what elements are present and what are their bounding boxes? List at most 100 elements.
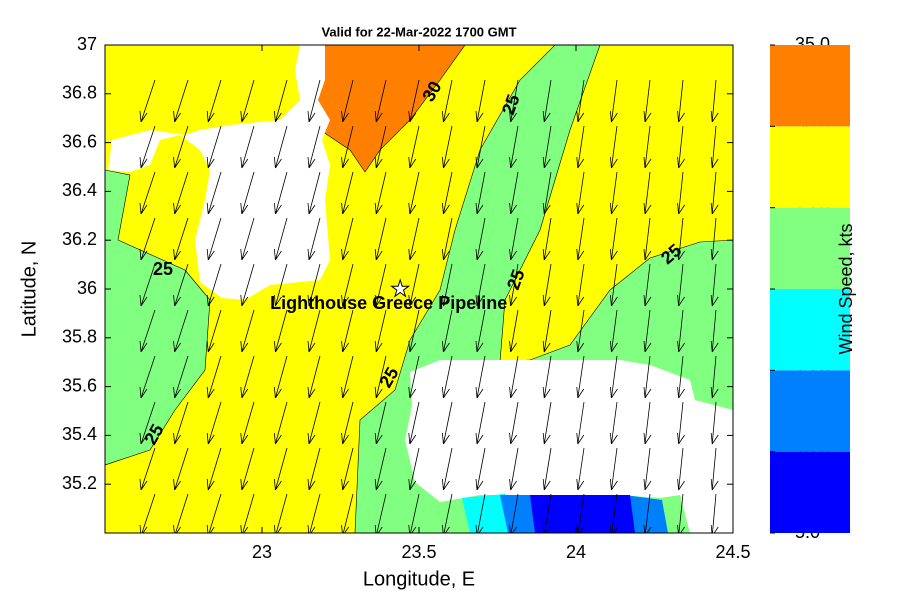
x-axis-label: Longitude, E bbox=[363, 568, 475, 590]
wind-arrow bbox=[677, 493, 685, 533]
wind-arrow bbox=[644, 540, 651, 582]
wind-arrow bbox=[710, 401, 719, 445]
wind-arrow bbox=[274, 309, 288, 353]
site-marker bbox=[390, 278, 411, 298]
wind-arrow bbox=[677, 355, 685, 399]
wind-arrow bbox=[341, 263, 354, 307]
wind-arrow bbox=[173, 79, 189, 123]
wind-arrow bbox=[240, 401, 255, 445]
wind-arrow bbox=[240, 355, 255, 399]
wind-arrow bbox=[610, 493, 618, 533]
wind-arrow bbox=[442, 355, 453, 399]
wind-arrow bbox=[509, 171, 519, 215]
wind-arrow bbox=[341, 309, 354, 353]
wind-arrow bbox=[206, 309, 222, 353]
wind-arrow bbox=[610, 447, 618, 491]
wind-arrow bbox=[542, 355, 552, 399]
wind-arrow bbox=[408, 125, 420, 169]
wind-arrow bbox=[476, 540, 485, 582]
wind-arrow bbox=[442, 171, 453, 215]
colorbar-bin bbox=[770, 207, 850, 289]
wind-arrow bbox=[139, 171, 156, 215]
wind-arrow bbox=[240, 217, 255, 261]
wind-arrow bbox=[240, 263, 255, 307]
region-cyan bbox=[462, 494, 512, 533]
wind-arrow bbox=[307, 125, 321, 169]
y-tick-label: 36.6 bbox=[62, 131, 97, 151]
wind-arrow bbox=[408, 401, 420, 445]
wind-arrow bbox=[139, 217, 156, 261]
wind-arrow bbox=[542, 125, 552, 169]
x-tick-label: 23.5 bbox=[401, 542, 436, 562]
wind-arrow bbox=[139, 401, 156, 445]
wind-arrow bbox=[374, 171, 387, 215]
y-tick-label: 35.4 bbox=[62, 424, 97, 444]
wind-arrow bbox=[710, 493, 719, 533]
x-tick-label: 24.5 bbox=[715, 542, 750, 562]
wind-arrow bbox=[342, 540, 353, 582]
wind-arrow bbox=[745, 172, 752, 214]
wind-arrow bbox=[274, 171, 288, 215]
wind-arrow bbox=[542, 447, 552, 491]
wind-arrow bbox=[610, 540, 617, 582]
wind-arrow bbox=[442, 309, 453, 353]
wind-arrow bbox=[442, 79, 453, 123]
wind-arrow bbox=[643, 79, 652, 123]
chart-title: Valid for 22-Mar-2022 1700 GMT bbox=[321, 24, 516, 39]
wind-arrow bbox=[509, 401, 519, 445]
wind-arrow bbox=[173, 401, 189, 445]
wind-arrow bbox=[408, 309, 420, 353]
wind-arrow bbox=[745, 356, 752, 398]
wind-arrow bbox=[542, 309, 552, 353]
colorbar-bin bbox=[770, 45, 850, 127]
wind-arrow bbox=[576, 263, 585, 307]
wind-arrow bbox=[643, 493, 652, 533]
colorbar-bin bbox=[770, 126, 850, 208]
wind-arrow bbox=[542, 401, 552, 445]
wind-arrow bbox=[307, 401, 321, 445]
wind-arrow bbox=[274, 263, 288, 307]
wind-arrow bbox=[274, 540, 287, 582]
wind-arrow bbox=[475, 309, 486, 353]
land bbox=[108, 45, 330, 300]
wind-arrow bbox=[509, 263, 519, 307]
wind-arrow bbox=[576, 493, 585, 533]
map-fill bbox=[105, 45, 752, 582]
wind-arrow bbox=[173, 125, 189, 169]
wind-arrow bbox=[543, 540, 551, 582]
wind-arrow bbox=[475, 493, 486, 533]
wind-arrow bbox=[745, 80, 752, 122]
wind-arrow bbox=[576, 125, 585, 169]
wind-arrow bbox=[576, 79, 585, 123]
x-tick-label: 24 bbox=[566, 542, 586, 562]
wind-arrow bbox=[206, 401, 222, 445]
wind-arrow bbox=[745, 448, 752, 490]
wind-arrow bbox=[610, 79, 618, 123]
wind-arrow bbox=[610, 171, 618, 215]
wind-arrow bbox=[206, 125, 222, 169]
colorbar-bin bbox=[770, 289, 850, 371]
wind-arrow bbox=[307, 79, 321, 123]
wind-arrow bbox=[374, 447, 387, 491]
wind-arrow bbox=[442, 401, 453, 445]
y-tick-label: 35.6 bbox=[62, 375, 97, 395]
wind-arrow bbox=[341, 447, 354, 491]
wind-arrow bbox=[509, 447, 519, 491]
wind-arrow bbox=[745, 264, 752, 306]
wind-arrow bbox=[576, 217, 585, 261]
wind-arrow bbox=[677, 125, 685, 169]
wind-arrow bbox=[542, 79, 552, 123]
wind-arrow bbox=[374, 79, 387, 123]
wind-arrow bbox=[307, 263, 321, 307]
wind-arrow bbox=[643, 309, 652, 353]
wind-arrow bbox=[745, 402, 752, 444]
wind-arrow bbox=[139, 447, 156, 491]
wind-arrow bbox=[274, 355, 288, 399]
wind-arrow bbox=[442, 447, 453, 491]
wind-vectors bbox=[139, 79, 752, 582]
wind-arrow bbox=[610, 355, 618, 399]
wind-arrow bbox=[139, 79, 156, 123]
wind-arrow bbox=[206, 355, 222, 399]
wind-arrow bbox=[173, 355, 189, 399]
